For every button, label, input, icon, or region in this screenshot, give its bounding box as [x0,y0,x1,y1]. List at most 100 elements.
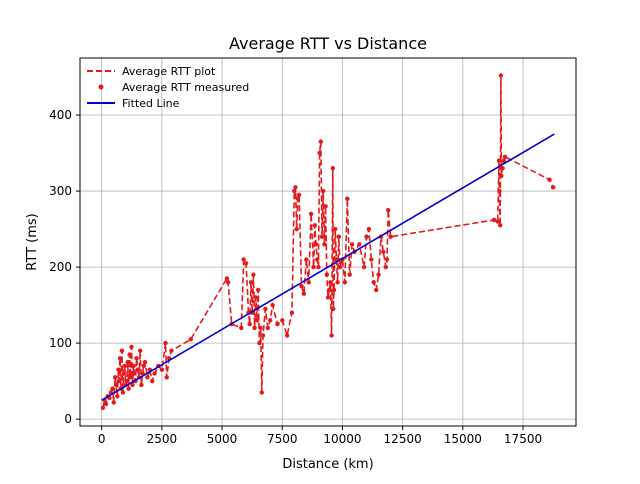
data-point [293,185,298,190]
x-tick-label: 2500 [147,432,178,446]
data-point [159,367,165,372]
data-point [296,192,302,198]
data-point [258,325,263,331]
data-point [122,363,128,369]
data-point [116,367,121,372]
data-point [313,242,319,247]
data-point [139,382,144,388]
data-point [357,242,362,247]
data-point [502,154,508,159]
data-point [128,375,133,380]
data-point [265,325,270,331]
data-point [251,272,256,277]
data-point [224,276,230,281]
data-point [113,382,119,388]
data-point [501,158,506,163]
data-point [243,261,249,266]
legend-label-plot: Average RTT plot [122,65,216,78]
legend-label-fitted: Fitted Line [122,97,180,110]
data-point [311,264,316,270]
data-point [142,359,148,365]
data-point [345,196,350,201]
data-point [498,223,503,228]
data-point [115,394,120,399]
y-tick-label: 400 [49,108,72,122]
data-point [301,291,307,296]
data-point [284,333,290,338]
data-point [275,321,280,327]
data-point [321,188,326,194]
data-point [324,272,329,277]
data-point [361,264,367,270]
data-point [333,226,338,232]
data-point [119,348,125,353]
data-point [127,352,132,357]
data-point [312,223,317,228]
legend: Average RTT plot Average RTT measured Fi… [87,65,249,110]
data-point [315,257,320,262]
y-tick-label: 200 [49,260,72,274]
data-point [113,375,118,380]
y-tick-label: 100 [49,336,72,350]
data-point [331,287,337,293]
data-point [329,333,334,338]
data-point [349,242,355,247]
data-point [330,166,335,171]
data-point [260,333,266,338]
data-point [366,226,372,232]
y-tick-label: 0 [64,412,72,426]
data-point [129,344,134,350]
data-point [247,321,252,327]
data-point [188,337,193,342]
data-point [496,158,502,163]
series-line-average-rtt-plot [102,75,554,408]
data-point [225,280,231,285]
data-point [388,234,393,239]
data-point [103,401,109,407]
data-point [257,340,262,346]
data-point [253,295,258,300]
data-point [331,306,336,312]
data-point [117,356,123,361]
data-point [152,371,157,376]
series-layer [100,73,556,410]
series-points-average-rtt-measured [100,73,556,410]
data-point [550,185,556,190]
data-point [145,375,150,380]
data-point [498,73,504,78]
data-point [376,272,381,277]
data-point [294,226,299,232]
data-point [131,363,136,369]
data-point [328,280,333,285]
data-point [495,219,500,224]
x-tick-label: 0 [98,432,106,446]
data-point [126,386,131,391]
data-point [327,287,332,293]
data-point [248,280,254,285]
data-point [280,318,285,323]
data-point [130,382,135,388]
data-point [325,295,331,300]
series-line-fitted [101,133,555,401]
data-point [134,356,139,361]
data-point [138,348,143,353]
data-point [364,234,369,239]
data-point [239,325,244,331]
data-point [252,325,257,331]
data-point [384,257,390,262]
data-point [318,139,323,144]
data-point [336,234,341,239]
data-point [386,207,391,213]
legend-swatch-measured [98,84,104,90]
data-point [317,150,322,156]
data-point [256,287,261,293]
axis-ticks: 0 2500 5000 7500 10000 12500 15000 17500 0 100 200… [49,108,542,446]
data-point [316,264,321,270]
data-point [299,283,304,289]
data-point [268,318,273,323]
data-point [308,211,314,217]
data-point [342,280,348,285]
data-point [254,318,260,323]
data-point [121,371,127,376]
